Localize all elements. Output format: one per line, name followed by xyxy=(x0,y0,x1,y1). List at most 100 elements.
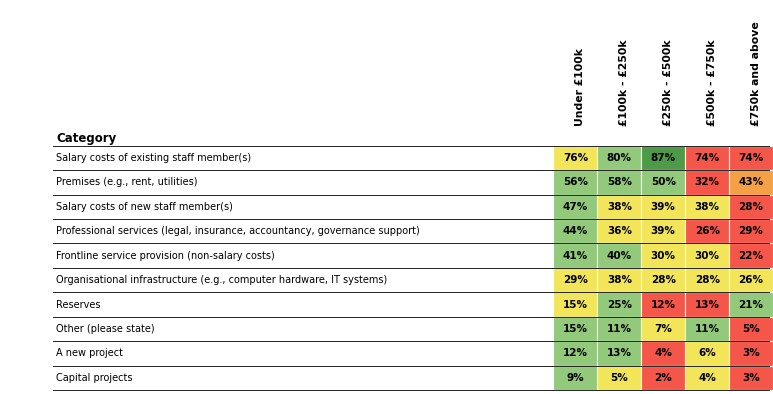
Bar xyxy=(598,341,642,366)
Bar xyxy=(685,341,729,366)
Text: 74%: 74% xyxy=(738,153,764,163)
Text: 11%: 11% xyxy=(695,324,720,334)
Text: 13%: 13% xyxy=(695,299,720,310)
Text: Under £100k: Under £100k xyxy=(575,48,585,126)
Text: 13%: 13% xyxy=(607,348,632,359)
Text: 4%: 4% xyxy=(698,373,716,383)
Bar xyxy=(685,170,729,195)
Bar xyxy=(642,170,685,195)
Bar xyxy=(553,292,598,317)
Text: 41%: 41% xyxy=(563,251,588,261)
Text: 12%: 12% xyxy=(563,348,588,359)
Bar xyxy=(598,292,642,317)
Text: 9%: 9% xyxy=(567,373,584,383)
Text: 5%: 5% xyxy=(611,373,628,383)
Text: £250k - £500k: £250k - £500k xyxy=(663,39,673,126)
Bar xyxy=(553,366,598,390)
Text: 38%: 38% xyxy=(607,275,632,285)
Text: 5%: 5% xyxy=(742,324,760,334)
Bar xyxy=(553,268,598,292)
Bar xyxy=(729,317,773,341)
Bar xyxy=(642,219,685,243)
Text: 28%: 28% xyxy=(651,275,676,285)
Text: Other (please state): Other (please state) xyxy=(56,324,155,334)
Text: 4%: 4% xyxy=(654,348,673,359)
Text: 40%: 40% xyxy=(607,251,632,261)
Text: 36%: 36% xyxy=(607,226,632,236)
Bar xyxy=(598,219,642,243)
Text: 15%: 15% xyxy=(563,324,588,334)
Bar xyxy=(553,146,598,170)
Text: 43%: 43% xyxy=(738,177,764,188)
Bar xyxy=(642,292,685,317)
Text: 2%: 2% xyxy=(655,373,672,383)
Text: Organisational infrastructure (e.g., computer hardware, IT systems): Organisational infrastructure (e.g., com… xyxy=(56,275,388,285)
Text: 6%: 6% xyxy=(698,348,716,359)
Text: 21%: 21% xyxy=(738,299,764,310)
Text: 44%: 44% xyxy=(563,226,588,236)
Text: Professional services (legal, insurance, accountancy, governance support): Professional services (legal, insurance,… xyxy=(56,226,421,236)
Text: 50%: 50% xyxy=(651,177,676,188)
Text: A new project: A new project xyxy=(56,348,124,359)
Text: 76%: 76% xyxy=(563,153,588,163)
Text: 80%: 80% xyxy=(607,153,632,163)
Text: 39%: 39% xyxy=(651,226,676,236)
Text: Capital projects: Capital projects xyxy=(56,373,133,383)
Text: 7%: 7% xyxy=(654,324,673,334)
Text: 87%: 87% xyxy=(651,153,676,163)
Bar xyxy=(685,243,729,268)
Text: £500k - £750k: £500k - £750k xyxy=(707,39,717,126)
Bar xyxy=(685,292,729,317)
Text: Reserves: Reserves xyxy=(56,299,101,310)
Text: 28%: 28% xyxy=(695,275,720,285)
Bar xyxy=(729,219,773,243)
Text: 32%: 32% xyxy=(695,177,720,188)
Bar xyxy=(685,146,729,170)
Text: 38%: 38% xyxy=(607,202,632,212)
Bar xyxy=(685,366,729,390)
Text: Salary costs of new staff member(s): Salary costs of new staff member(s) xyxy=(56,202,233,212)
Text: 74%: 74% xyxy=(694,153,720,163)
Bar xyxy=(553,341,598,366)
Bar xyxy=(598,366,642,390)
Text: Premises (e.g., rent, utilities): Premises (e.g., rent, utilities) xyxy=(56,177,198,188)
Bar xyxy=(729,292,773,317)
Bar xyxy=(642,317,685,341)
Bar xyxy=(642,195,685,219)
Bar xyxy=(598,195,642,219)
Bar xyxy=(553,317,598,341)
Bar xyxy=(598,317,642,341)
Text: 56%: 56% xyxy=(563,177,588,188)
Text: 30%: 30% xyxy=(651,251,676,261)
Bar xyxy=(598,146,642,170)
Text: 38%: 38% xyxy=(695,202,720,212)
Bar xyxy=(729,243,773,268)
Bar xyxy=(598,170,642,195)
Text: Frontline service provision (non-salary costs): Frontline service provision (non-salary … xyxy=(56,251,275,261)
Bar xyxy=(553,219,598,243)
Bar xyxy=(685,268,729,292)
Bar xyxy=(598,243,642,268)
Text: 28%: 28% xyxy=(738,202,764,212)
Bar xyxy=(642,146,685,170)
Bar xyxy=(553,195,598,219)
Text: 58%: 58% xyxy=(607,177,632,188)
Text: 29%: 29% xyxy=(563,275,587,285)
Bar xyxy=(642,366,685,390)
Text: 15%: 15% xyxy=(563,299,588,310)
Text: 26%: 26% xyxy=(695,226,720,236)
Text: 11%: 11% xyxy=(607,324,632,334)
Text: £100k - £250k: £100k - £250k xyxy=(619,39,629,126)
Text: 26%: 26% xyxy=(738,275,764,285)
Bar xyxy=(642,268,685,292)
Text: 3%: 3% xyxy=(742,373,760,383)
Bar xyxy=(729,170,773,195)
Text: 29%: 29% xyxy=(739,226,764,236)
Bar xyxy=(553,170,598,195)
Bar xyxy=(598,268,642,292)
Bar xyxy=(729,341,773,366)
Bar xyxy=(642,341,685,366)
Bar xyxy=(729,195,773,219)
Text: 22%: 22% xyxy=(738,251,764,261)
Bar xyxy=(729,268,773,292)
